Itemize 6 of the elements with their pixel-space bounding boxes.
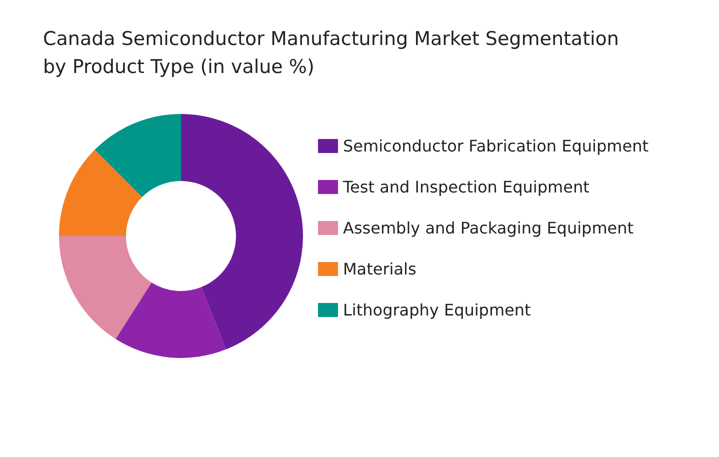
- chart-title: Canada Semiconductor Manufacturing Market Segmentation by Product Type (in value %): [43, 28, 619, 78]
- legend-label: Lithography Equipment: [343, 300, 531, 320]
- legend-label: Semiconductor Fabrication Equipment: [343, 136, 648, 156]
- legend-label: Assembly and Packaging Equipment: [343, 218, 634, 238]
- legend-label: Test and Inspection Equipment: [342, 178, 590, 196]
- legend-label: Materials: [343, 260, 416, 278]
